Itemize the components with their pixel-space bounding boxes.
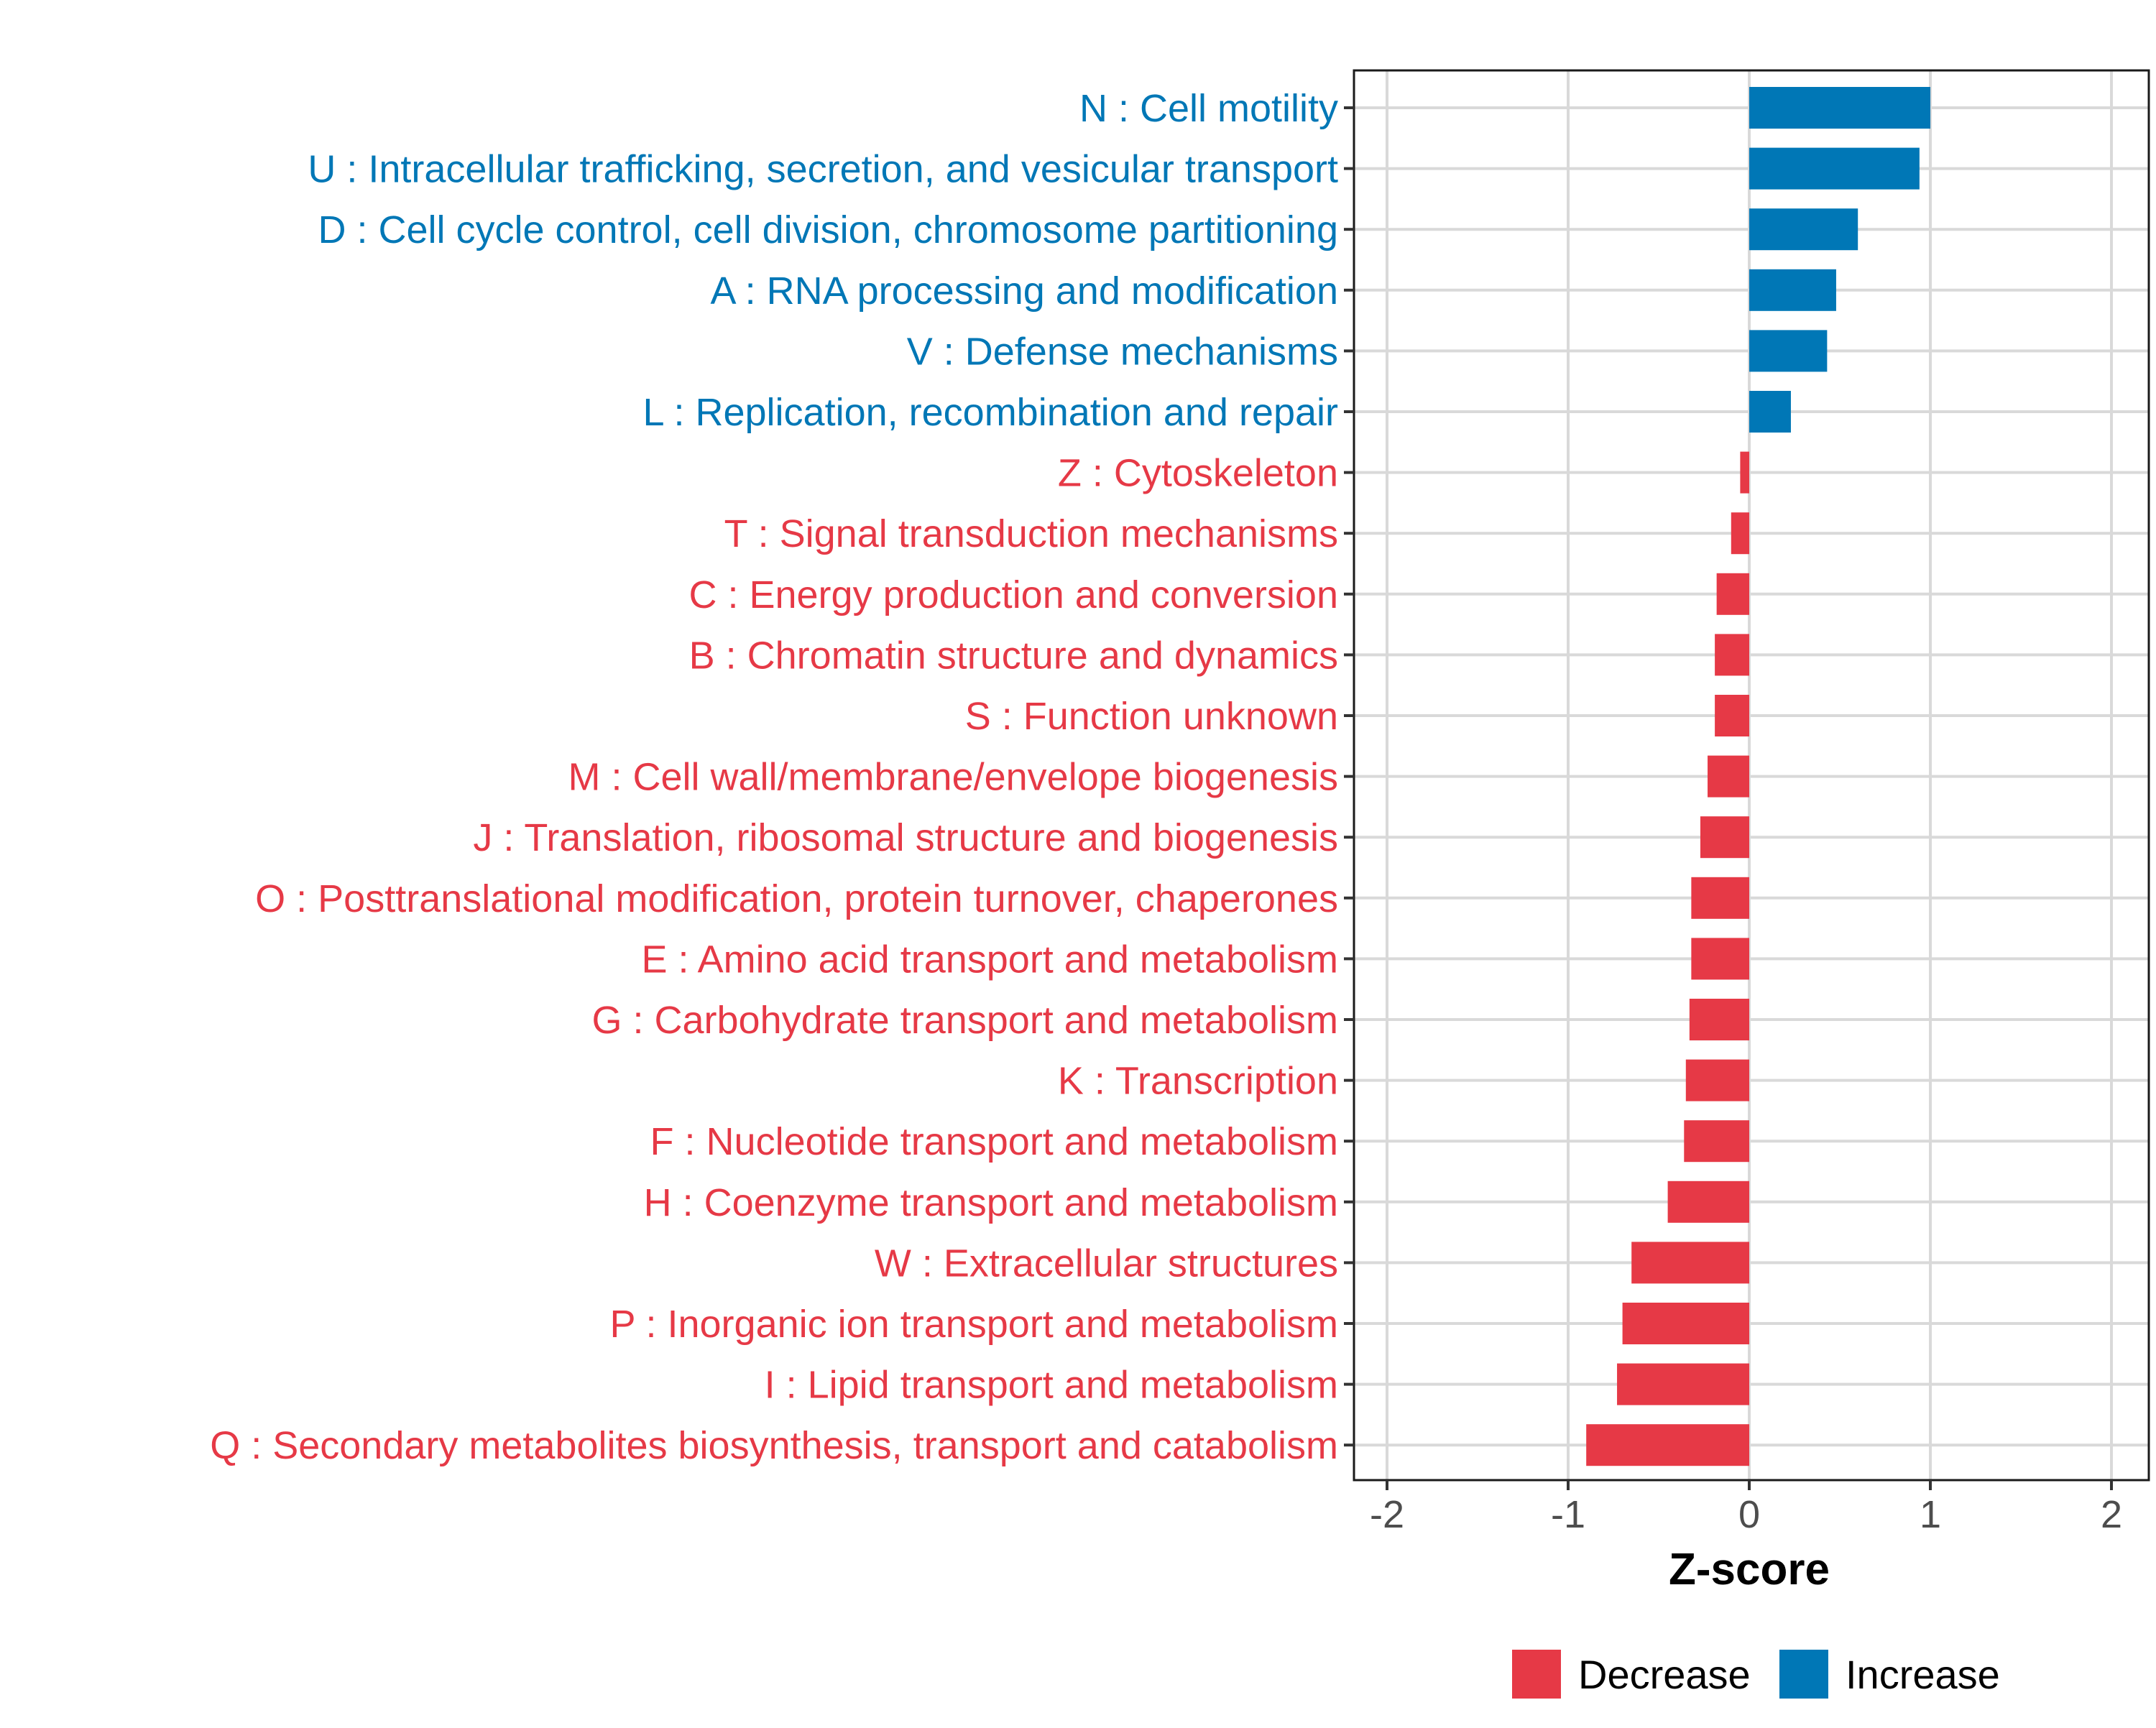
x-tick-label: 2 xyxy=(2101,1493,2122,1536)
legend-swatch xyxy=(1512,1650,1561,1699)
category-label: V : Defense mechanisms xyxy=(907,330,1338,373)
bar xyxy=(1667,1181,1749,1223)
category-label: P : Inorganic ion transport and metaboli… xyxy=(609,1303,1338,1346)
bar xyxy=(1715,634,1749,676)
category-label: Q : Secondary metabolites biosynthesis, … xyxy=(210,1424,1338,1467)
category-label: L : Replication, recombination and repai… xyxy=(642,391,1338,434)
bar xyxy=(1631,1242,1749,1284)
legend-label: Increase xyxy=(1846,1652,2000,1697)
bar xyxy=(1749,391,1791,433)
legend-label: Decrease xyxy=(1578,1652,1751,1697)
category-label: S : Function unknown xyxy=(965,695,1338,738)
bar xyxy=(1749,208,1858,251)
category-label: T : Signal transduction mechanisms xyxy=(724,512,1338,555)
category-label: A : RNA processing and modification xyxy=(711,269,1338,313)
category-label: B : Chromatin structure and dynamics xyxy=(689,634,1338,677)
bar xyxy=(1684,1120,1749,1163)
category-label: M : Cell wall/membrane/envelope biogenes… xyxy=(568,756,1338,799)
legend-item: Decrease xyxy=(1512,1650,1751,1699)
bar-layer xyxy=(1586,87,1930,1466)
bar xyxy=(1749,269,1836,311)
bar xyxy=(1700,816,1749,859)
bar xyxy=(1749,330,1828,372)
bar xyxy=(1731,512,1749,555)
bar xyxy=(1708,755,1749,798)
bar xyxy=(1716,573,1749,615)
x-tick-label: 1 xyxy=(1920,1493,1941,1536)
legend: Decrease Increase xyxy=(1512,1650,2000,1699)
category-label: H : Coenzyme transport and metabolism xyxy=(644,1181,1338,1224)
bar xyxy=(1691,877,1749,919)
category-label: W : Extracellular structures xyxy=(875,1242,1338,1285)
bar xyxy=(1715,695,1749,736)
x-tick-label: 0 xyxy=(1738,1493,1760,1536)
category-label: I : Lipid transport and metabolism xyxy=(765,1364,1338,1407)
category-label: C : Energy production and conversion xyxy=(688,573,1338,616)
bar xyxy=(1740,451,1749,494)
category-label: J : Translation, ribosomal structure and… xyxy=(473,816,1338,859)
bar xyxy=(1586,1424,1749,1466)
category-label: F : Nucleotide transport and metabolism xyxy=(650,1120,1338,1163)
bar xyxy=(1617,1363,1749,1405)
category-label: O : Posttranslational modification, prot… xyxy=(255,877,1338,920)
bar xyxy=(1749,147,1920,190)
category-label: N : Cell motility xyxy=(1079,87,1338,130)
axis-layer: N : Cell motility U : Intracellular traff… xyxy=(210,87,2122,1536)
bar xyxy=(1622,1303,1749,1344)
category-label: Z : Cytoskeleton xyxy=(1058,452,1338,495)
bar xyxy=(1749,87,1930,129)
category-label: E : Amino acid transport and metabolism xyxy=(642,938,1338,981)
x-tick-label: -2 xyxy=(1370,1493,1404,1536)
x-axis-title: Z-score xyxy=(1669,1545,1830,1594)
legend-swatch xyxy=(1779,1650,1828,1699)
bar xyxy=(1689,999,1749,1040)
category-label: K : Transcription xyxy=(1058,1060,1338,1103)
category-label: D : Cell cycle control, cell division, c… xyxy=(318,208,1338,251)
legend-item: Increase xyxy=(1779,1650,2000,1699)
bar xyxy=(1685,1059,1749,1101)
category-label: G : Carbohydrate transport and metabolis… xyxy=(592,999,1339,1042)
bar xyxy=(1691,938,1749,980)
category-label: U : Intracellular trafficking, secretion… xyxy=(308,148,1338,191)
x-tick-label: -1 xyxy=(1551,1493,1585,1536)
